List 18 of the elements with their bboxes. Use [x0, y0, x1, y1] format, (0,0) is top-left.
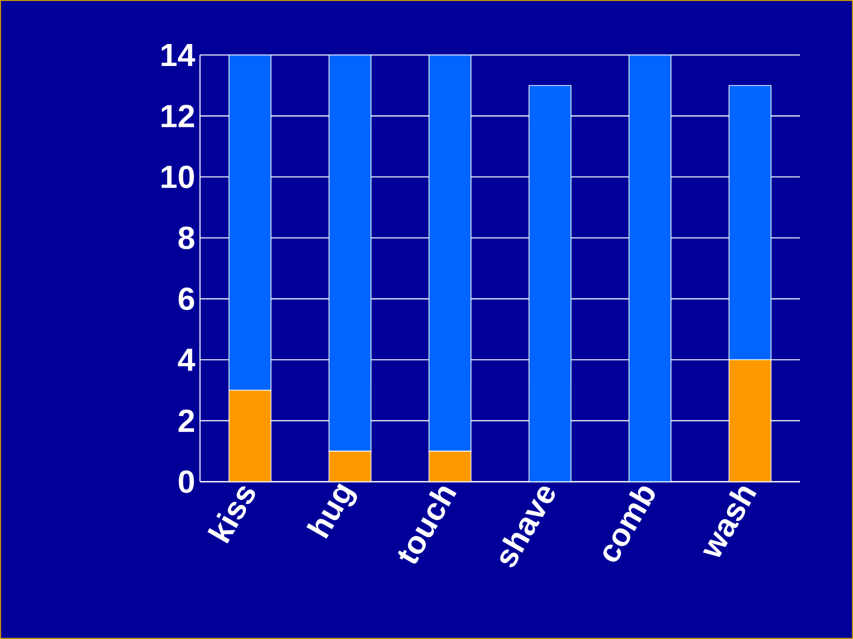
- bar: [428, 54, 472, 452]
- bar: [728, 359, 772, 482]
- y-tick-label: 8: [178, 226, 194, 250]
- y-tick-label: 0: [178, 470, 194, 493]
- y-tick-label: 2: [178, 410, 194, 432]
- bar: [328, 450, 372, 482]
- bar: [328, 54, 372, 452]
- bar: [528, 85, 572, 482]
- y-tick-label: 4: [178, 348, 196, 371]
- y-tick-label: 10: [162, 166, 194, 188]
- y-tick-label: 6: [178, 287, 194, 310]
- bar: [228, 54, 272, 391]
- bar: [628, 54, 672, 482]
- bar: [228, 390, 272, 482]
- bar: [428, 450, 472, 482]
- y-tick-label: 14: [162, 44, 196, 66]
- y-tick-label: 12: [162, 104, 194, 128]
- bar: [728, 85, 772, 360]
